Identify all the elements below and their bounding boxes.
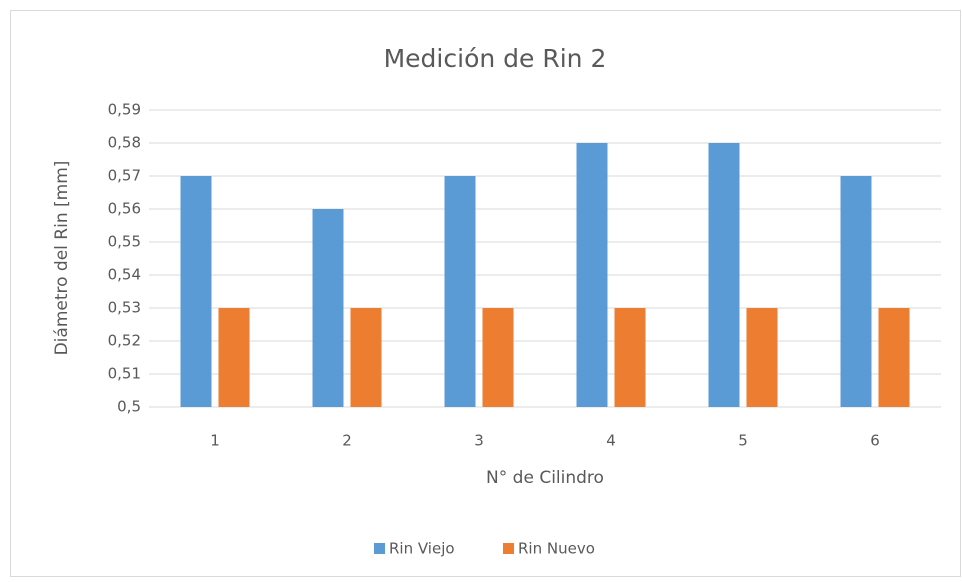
y-tick-label: 0,56 (108, 200, 141, 218)
x-axis-title: N° de Cilindro (486, 468, 604, 488)
legend-swatch (503, 543, 514, 554)
y-tick-label: 0,53 (108, 299, 141, 317)
bar (576, 143, 608, 407)
bar (444, 176, 476, 407)
y-tick-label: 0,52 (108, 332, 141, 350)
bar (878, 308, 910, 407)
y-tick-label: 0,58 (108, 134, 141, 152)
y-tick-label: 0,54 (108, 266, 141, 284)
x-tick-label: 2 (342, 432, 352, 450)
legend-label: Rin Viejo (389, 540, 455, 558)
bar (218, 308, 250, 407)
bar (482, 308, 514, 407)
bar (180, 176, 212, 407)
legend-swatch (374, 543, 385, 554)
y-tick-label: 0,51 (108, 365, 141, 383)
bar (614, 308, 646, 407)
chart-title: Medición de Rin 2 (384, 44, 607, 73)
y-tick-label: 0,5 (117, 398, 141, 416)
x-tick-label: 6 (870, 432, 880, 450)
legend-label: Rin Nuevo (518, 540, 595, 558)
x-tick-label: 1 (210, 432, 220, 450)
x-tick-label: 5 (738, 432, 748, 450)
y-tick-label: 0,57 (108, 167, 141, 185)
bar (840, 176, 872, 407)
y-tick-label: 0,59 (108, 101, 141, 119)
y-tick-label: 0,55 (108, 233, 141, 251)
bar (708, 143, 740, 407)
x-tick-label: 3 (474, 432, 484, 450)
bar (746, 308, 778, 407)
y-axis-title: Diámetro del Rin [mm] (52, 161, 72, 356)
bar (350, 308, 382, 407)
x-tick-label: 4 (606, 432, 616, 450)
chart-border (10, 10, 961, 577)
bar (312, 209, 344, 407)
